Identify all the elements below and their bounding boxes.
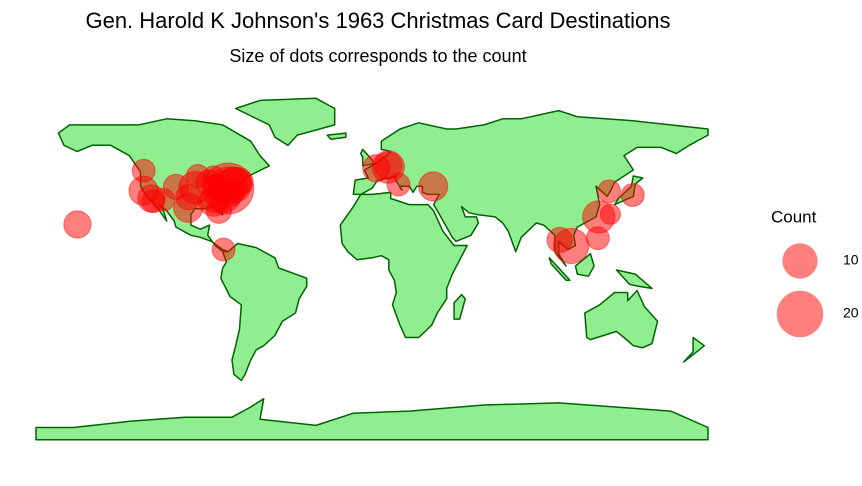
destination-dot [585,226,610,251]
legend-key [776,290,824,338]
landmass [584,289,659,349]
landmass [339,191,468,339]
destination-dot [175,184,202,211]
destination-dot [63,210,92,239]
landmass [35,398,709,441]
legend-label: 20 [843,305,859,321]
landmass [682,336,706,363]
landmass [574,252,595,277]
legend-label: 10 [843,252,859,268]
destination-dot [418,171,449,202]
destination-dot [546,226,573,254]
legend-title: Count [771,207,817,226]
destination-dot [599,203,621,225]
destination-dot [620,183,645,207]
destination-dot [151,187,176,212]
destination-dot [211,237,236,262]
landmass [453,293,467,320]
destination-dot [202,165,224,187]
destination-dot [597,179,622,204]
points [63,150,645,265]
landmass [615,269,653,290]
landmass [220,242,308,382]
destination-dot [386,172,411,197]
landmass [326,132,347,140]
legend-key [782,243,818,279]
landmass [548,257,571,282]
chart-subtitle: Size of dots corresponds to the count [229,46,526,66]
chart-title: Gen. Harold K Johnson's 1963 Christmas C… [85,8,670,33]
landmass [234,97,336,147]
